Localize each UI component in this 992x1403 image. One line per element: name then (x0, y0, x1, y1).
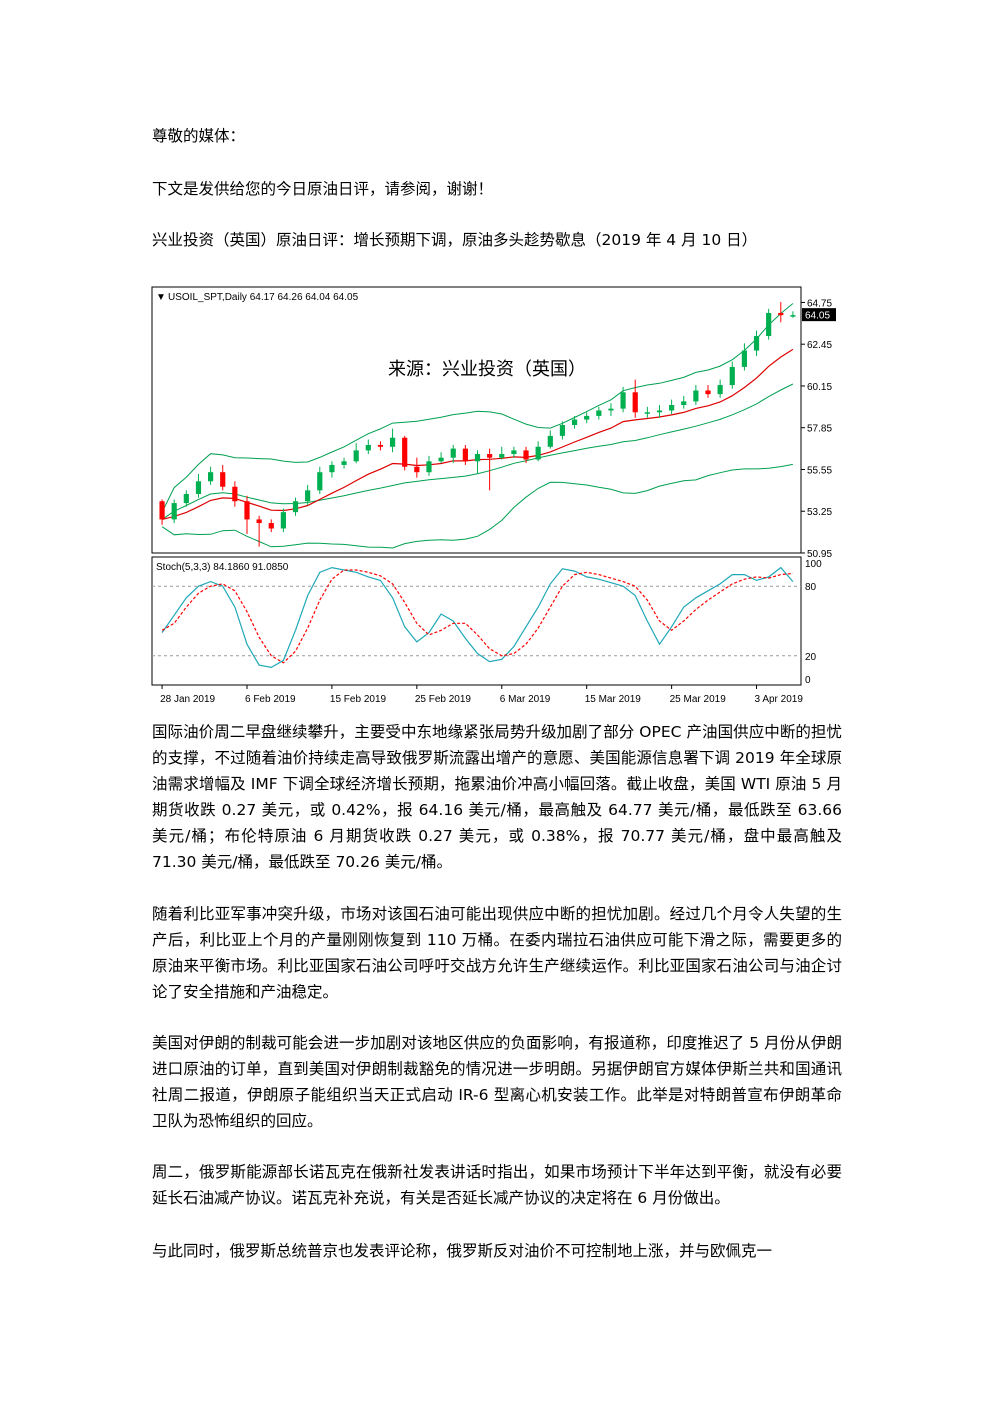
candle-body (608, 408, 614, 411)
candle-body (414, 466, 420, 473)
candle-body (220, 472, 226, 487)
chart-watermark: 来源：兴业投资（英国） (388, 359, 586, 379)
candle-body (778, 312, 784, 316)
chart-symbol-label: USOIL_SPT,Daily 64.17 64.26 64.04 64.05 (168, 292, 359, 303)
candle-body (669, 405, 675, 411)
candle-body (766, 312, 772, 337)
stoch-label: Stoch(5,3,3) 84.1860 91.0850 (156, 562, 289, 573)
candle-body (523, 450, 529, 460)
paragraph-2: 随着利比亚军事冲突升级，市场对该国石油可能出现供应中断的担忧加剧。经过几个月令人… (152, 905, 842, 1001)
candle-body (317, 472, 323, 491)
candle-body (474, 454, 481, 462)
candle-body (268, 523, 274, 529)
x-tick-label: 6 Feb 2019 (245, 694, 296, 705)
candle-body (329, 464, 335, 473)
price-panel-frame (151, 286, 802, 554)
candle-body (389, 437, 396, 447)
last-price-box (802, 308, 836, 322)
stoch-tick-label: 20 (805, 652, 817, 663)
x-tick-label: 25 Feb 2019 (415, 694, 472, 705)
candle-body (256, 519, 262, 524)
x-tick-label: 15 Feb 2019 (330, 694, 387, 705)
candle-body (547, 435, 553, 447)
headline: 兴业投资（英国）原油日评：增长预期下调，原油多头趁势歇息（2019 年 4 月 … (152, 231, 758, 249)
candle-body (171, 503, 177, 520)
bollinger-upper-line (161, 303, 794, 513)
candle-body (402, 437, 408, 467)
candle-body (207, 472, 214, 482)
price-tick-label: 62.45 (807, 340, 832, 351)
x-tick-label: 15 Mar 2019 (585, 694, 642, 705)
x-tick-label: 28 Jan 2019 (160, 694, 215, 705)
oil-price-chart: 64.75 62.45 60.15 57.85 55.55 53.25 50.95 64.05… (151, 286, 836, 705)
candle-body (753, 336, 760, 351)
chart-symbol-marker: ▼ (156, 292, 166, 303)
candle-body (729, 366, 735, 386)
candle-body (681, 401, 687, 406)
candle-body (632, 392, 638, 413)
stoch-k-line (161, 566, 794, 669)
stoch-tick-label: 80 (805, 582, 817, 593)
paragraph-4: 周二，俄罗斯能源部长诺瓦克在俄新社发表讲话时指出，如果市场预计下半年达到平衡，就… (152, 1163, 842, 1207)
candle-body (705, 390, 711, 395)
intro-line: 下文是发供给您的今日原油日评，请参阅，谢谢！ (152, 180, 494, 198)
candle-body (596, 410, 602, 416)
stoch-d-line (161, 569, 793, 664)
price-tick-label: 57.85 (807, 424, 832, 435)
x-tick-label: 25 Mar 2019 (670, 694, 727, 705)
price-tick-label: 55.55 (807, 465, 832, 476)
price-tick-label: 64.75 (807, 298, 832, 309)
candle-body (656, 410, 663, 413)
x-tick-label: 3 Apr 2019 (755, 694, 804, 705)
candle-body (535, 446, 541, 460)
stoch-tick-label: 100 (805, 559, 822, 570)
candle-body (644, 412, 650, 414)
candle-body (426, 461, 432, 473)
candle-body (571, 419, 578, 425)
candle-body (292, 501, 299, 513)
paragraph-3: 美国对伊朗的制裁可能会进一步加剧对该地区供应的负面影响，有报道称，印度推迟了 5… (152, 1034, 842, 1130)
candle-body (717, 385, 723, 395)
stoch-panel-frame (151, 556, 802, 686)
greeting: 尊敬的媒体： (152, 127, 246, 145)
candle-body (305, 490, 311, 502)
candle-body (511, 450, 517, 455)
candle-body (280, 512, 286, 529)
candle-body (195, 481, 202, 494)
candle-body (790, 315, 796, 317)
candle-body (341, 461, 347, 465)
paragraph-1: 国际油价周二早盘继续攀升，主要受中东地缘紧张局势升级加剧了部分 OPEC 产油国… (152, 723, 842, 871)
price-tick-label: 53.25 (807, 507, 832, 518)
candle-body (183, 493, 189, 504)
candle-body (365, 444, 371, 451)
candle-body (693, 390, 699, 402)
candle-body (462, 448, 468, 462)
candle-body (232, 486, 238, 502)
candle-body (559, 424, 566, 436)
bollinger-lower-line (161, 463, 793, 549)
candle-body (159, 501, 165, 520)
last-price-label: 64.05 (805, 311, 830, 322)
candle-body (584, 415, 590, 420)
candle-body (741, 350, 748, 367)
candle-body (244, 501, 250, 520)
price-tick-label: 60.15 (807, 382, 832, 393)
candle-body (487, 454, 493, 458)
candle-body (438, 457, 444, 462)
candle-body (377, 444, 384, 447)
candle-body (353, 450, 359, 462)
stoch-tick-label: 0 (805, 675, 811, 686)
price-tick-label: 50.95 (807, 549, 832, 560)
paragraph-5: 与此同时，俄罗斯总统普京也发表评论称，俄罗斯反对油价不可控制地上涨，并与欧佩克一 (152, 1242, 773, 1260)
candle-body (499, 454, 505, 458)
x-tick-label: 6 Mar 2019 (500, 694, 551, 705)
candle-body (620, 392, 626, 409)
candle-body (450, 448, 456, 458)
